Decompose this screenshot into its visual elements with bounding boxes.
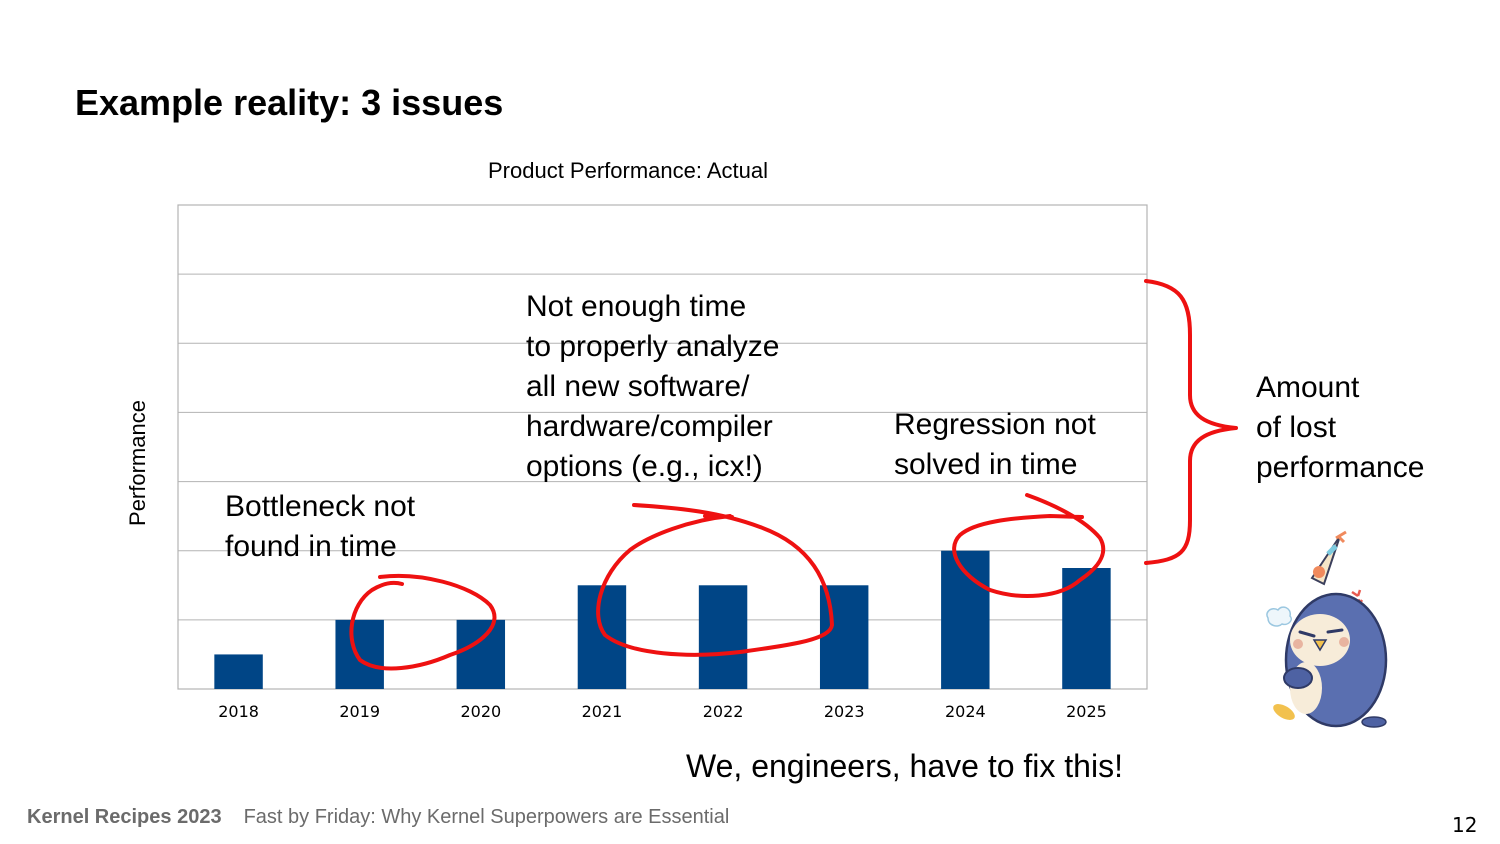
lost-performance-brace [1144, 279, 1238, 565]
bars [214, 550, 1111, 689]
footer-talk-title: Fast by Friday: Why Kernel Superpowers a… [243, 806, 730, 828]
plot-area-frame [177, 204, 1148, 690]
x-tick-label: 2019 [339, 702, 380, 721]
annotation-bottleneck: Bottleneck not found in time [225, 490, 416, 563]
bar-2020 [456, 619, 506, 689]
x-tick-label: 2023 [824, 702, 865, 721]
grumpy-penguin-icon [1266, 530, 1388, 728]
circle-2021-2023 [596, 503, 834, 657]
slide-title: Example reality: 3 issues [75, 82, 504, 123]
x-tick-label: 2025 [1066, 702, 1107, 721]
red-annotations [349, 279, 1238, 671]
x-tick-label: 2022 [703, 702, 744, 721]
bar-2018 [214, 654, 263, 689]
x-tick-label: 2021 [582, 702, 623, 721]
bar-2021 [577, 585, 627, 689]
x-tick-labels: 2018 2019 2020 2021 2022 2023 2024 2025 [218, 702, 1107, 721]
circle-2024-2025 [952, 493, 1106, 598]
footer: Kernel Recipes 2023 Fast by Friday: Why K… [27, 806, 729, 829]
chart-title: Product Performance: Actual [488, 158, 769, 183]
annotation-regression: Regression not solved in time [894, 408, 1096, 481]
annotation-not-enough-time: Not enough time to properly analyze all … [526, 290, 780, 483]
x-tick-label: 2020 [460, 702, 501, 721]
x-tick-label: 2018 [218, 702, 259, 721]
page-number: 12 [1452, 813, 1478, 837]
circle-2019-2020 [349, 573, 497, 671]
bar-2022 [698, 585, 748, 689]
footer-conference: Kernel Recipes 2023 [27, 806, 222, 828]
x-tick-label: 2024 [945, 702, 986, 721]
bar-2019 [335, 619, 384, 689]
annotation-lost-performance: Amount of lost performance [1256, 371, 1425, 484]
bottom-note: We, engineers, have to fix this! [686, 748, 1123, 784]
